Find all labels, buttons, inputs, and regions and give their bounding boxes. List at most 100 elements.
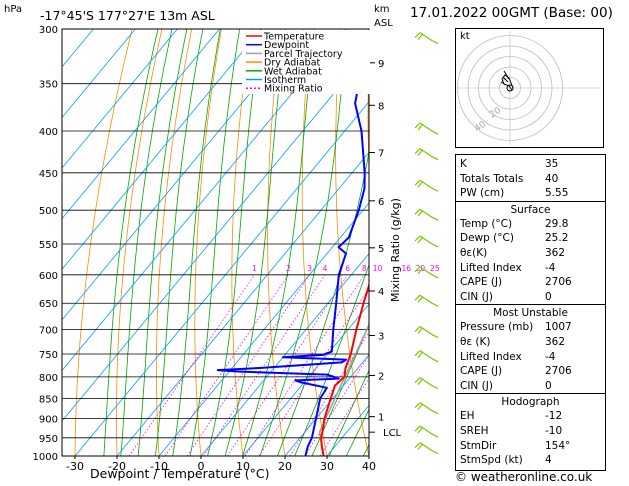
hodograph-section: Hodograph EH -12 SREH -10 StmDir 154° StmSp…: [456, 393, 605, 469]
pressure-tick-label: 950: [39, 434, 58, 445]
height-tick-label: 2: [378, 372, 384, 383]
temperature-tick-label: 20: [278, 460, 292, 473]
temperature-tick-label: 40: [362, 460, 376, 473]
pressure-tick-label: 800: [39, 373, 58, 384]
isotherm-line: [62, 29, 346, 372]
surface-title: Surface: [510, 203, 551, 216]
legend-label: Mixing Ratio: [264, 84, 323, 95]
pressure-tick-label: 550: [39, 240, 58, 251]
mixing-ratio-label: 3: [307, 264, 312, 273]
pressure-axis-labels: 300 350 400 450 500 550 600 650 700 750 800 850 900 9…: [33, 25, 58, 463]
mixing-ratio-label: 4: [323, 264, 328, 273]
wind-barb: [414, 122, 439, 135]
wind-barb: [414, 32, 439, 45]
legend-label: Dry Adiabat: [264, 58, 321, 69]
index-row: Totals Totals 40: [460, 172, 559, 185]
wet-adiabat-line: [311, 323, 369, 456]
index-row: PW (cm) 5.55: [460, 187, 569, 200]
index-row: θε(K) 362: [460, 246, 566, 259]
legend-label: Isotherm: [264, 75, 306, 86]
wind-barb: [414, 294, 439, 307]
index-row: CAPE (J) 2706: [460, 365, 572, 378]
wet-adiabat-line: [259, 29, 348, 456]
mixing-ratio-label: 8: [362, 264, 367, 273]
pressure-tick-label: 450: [39, 169, 58, 180]
wind-barb: [414, 266, 439, 279]
mixing-ratio-axis-title: Mixing Ratio (g/kg): [389, 198, 402, 302]
wind-barbs: [414, 32, 439, 455]
legend-label: Dewpoint: [264, 40, 309, 51]
legend-label: Temperature: [263, 32, 324, 43]
height-tick-label: 9: [378, 59, 384, 70]
dry-adiabat-line: [367, 49, 369, 179]
wind-barb: [414, 326, 439, 339]
dry-adiabat-line: [335, 29, 369, 456]
dry-adiabat-line: [74, 29, 133, 456]
wet-adiabat-line: [294, 263, 369, 456]
dry-adiabat-line: [606, 5, 629, 474]
height-tick-label: 1: [378, 413, 384, 424]
wind-barb: [414, 148, 439, 161]
isotherm-line: [158, 202, 369, 456]
temperature-profile: [320, 282, 369, 456]
pressure-tick-label: 700: [39, 326, 58, 337]
isotherms: [62, 29, 369, 456]
wet-adiabat-line: [172, 29, 221, 456]
isotherm-line: [74, 101, 369, 456]
index-row: Lifted Index -4: [460, 350, 556, 363]
isotherm-line: [62, 29, 220, 220]
index-row: Temp (°C) 29.8: [460, 217, 569, 230]
dewpoint-profile: [216, 56, 369, 456]
mixing-ratio-label: 1: [252, 264, 257, 273]
wet-adiabat-line: [242, 29, 315, 456]
hodograph-trace: [500, 70, 514, 92]
height-unit-asl: ASL: [374, 18, 393, 29]
location-title: -17°45'S 177°27'E 13m ASL: [40, 8, 215, 23]
pressure-tick-label: 400: [39, 127, 58, 138]
hodograph-title: Hodograph: [501, 396, 560, 409]
index-row: Lifted Index -4: [460, 261, 556, 274]
mixing-ratio-labels: 1 2 3 4 6 8 10 16 20 25: [252, 264, 440, 273]
basic-indices: K 35 Totals Totals 40 PW (cm) 5.55: [456, 155, 605, 201]
isotherm-line: [62, 29, 136, 119]
temperature-tick-label: 30: [320, 460, 334, 473]
isotherm-line: [62, 29, 304, 321]
mixing-ratio-line: [319, 377, 369, 456]
temperature-axis-labels: -30 -20 -10 0 10 20 30 40: [66, 456, 376, 473]
parcel-trajectory: [318, 322, 369, 456]
height-tick-label: 3: [378, 332, 384, 343]
height-axis-labels: 9 8 7 6 5 4 3 2 1 LCL: [369, 59, 402, 439]
mixing-ratio-label: 2: [286, 264, 291, 273]
wind-barb: [414, 402, 439, 415]
footer-credit: © weatheronline.co.uk: [455, 470, 593, 484]
dry-adiabat-line: [267, 29, 286, 456]
index-row: CIN (J) 0: [460, 290, 552, 303]
temperature-tick-label: 10: [236, 460, 250, 473]
wind-barb: [414, 377, 439, 390]
height-unit-km: km: [374, 4, 390, 15]
index-row: SREH -10: [460, 424, 563, 437]
height-tick-label: 6: [378, 197, 384, 208]
pressure-tick-label: 600: [39, 271, 58, 282]
mixing-ratio-line: [258, 287, 369, 456]
height-tick-label: 5: [378, 244, 384, 255]
dry-adiabat-line: [116, 29, 163, 456]
pressure-tick-label: 350: [39, 80, 58, 91]
index-row: StmSpd (kt) 4: [460, 454, 552, 467]
datetime-label: 17.01.2022 00GMT (Base: 00): [410, 5, 613, 21]
isotherm-line: [200, 252, 369, 456]
index-row: StmDir 154°: [460, 439, 571, 452]
hodograph: kt 40 20: [455, 28, 604, 148]
mixing-ratio-label: 25: [430, 264, 440, 273]
wind-barb: [414, 208, 439, 221]
legend-label: Parcel Trajectory: [264, 49, 343, 60]
index-row: θε (K) 362: [460, 335, 566, 348]
isotherm-line: [242, 303, 369, 456]
index-row: CAPE (J) 2706: [460, 276, 572, 289]
parcel-line: [318, 322, 369, 456]
pressure-unit: hPa: [4, 4, 22, 15]
temperature-tick-label: -20: [108, 460, 126, 473]
wet-adiabat-line: [103, 29, 159, 456]
wet-adiabat-line: [120, 29, 173, 456]
